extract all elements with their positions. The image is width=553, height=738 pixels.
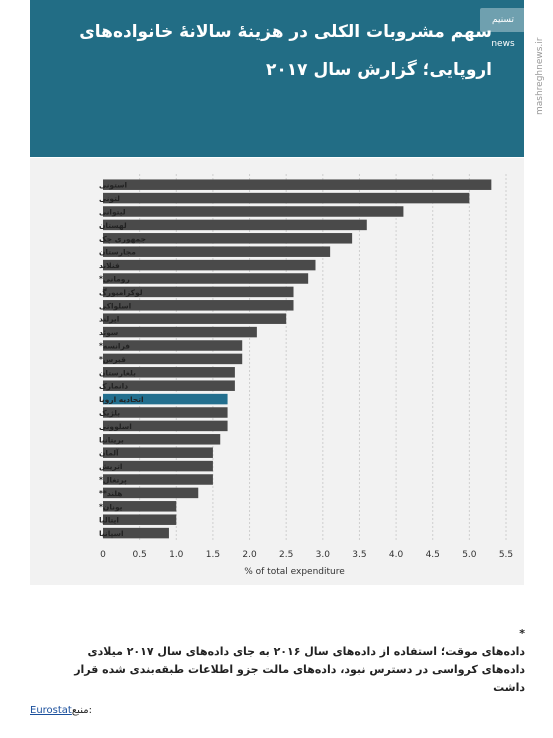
bar: [103, 259, 316, 271]
bar: [103, 219, 367, 231]
category-label: لیتوانی: [99, 208, 126, 217]
bar: [103, 487, 199, 499]
category-label: هلند**: [99, 489, 123, 498]
x-tick-label: 2.0: [242, 550, 257, 560]
x-tick-label: 1.0: [169, 550, 184, 560]
bar: [103, 340, 243, 351]
bar: [103, 434, 221, 445]
bar: [103, 192, 470, 204]
bar: [103, 313, 287, 324]
x-tick-label: 1.5: [206, 550, 220, 560]
bar: [103, 353, 243, 365]
tasnim-watermark-logo: تسنیم news: [480, 8, 526, 49]
bar: [103, 206, 404, 217]
category-label: لهستان: [99, 221, 127, 230]
source-credit: Eurostatمنبع:: [30, 705, 92, 716]
category-label: استونی: [99, 181, 127, 190]
side-watermark-text: mashreghnews.ir: [535, 37, 545, 115]
category-label: آلمان: [99, 448, 119, 458]
category-label: اتحادیه اروپا: [99, 395, 144, 404]
bar: [103, 501, 177, 512]
category-label: ایتالیا: [99, 516, 119, 525]
category-label: قبرس*: [99, 355, 126, 364]
category-label: اسپانیا: [99, 529, 124, 538]
category-label: اسلواکی: [99, 301, 131, 310]
category-label: پرتغال*: [99, 476, 127, 485]
category-label: اسلوونی: [99, 422, 132, 431]
category-label: رومانی*: [99, 275, 130, 284]
category-label: لتونی: [99, 194, 120, 203]
title-banner: سهم مشروبات الکلی در هزینهٔ سالانهٔ خانو…: [30, 0, 524, 157]
category-label: فنلاند: [99, 261, 120, 270]
bar: [103, 380, 235, 391]
category-label: بلژیک: [99, 409, 120, 418]
x-tick-label: 3.5: [352, 550, 366, 560]
bar: [103, 326, 257, 338]
category-label: بلغارستان: [99, 368, 136, 377]
category-label: مجارستان: [99, 248, 136, 257]
source-label: منبع:: [71, 705, 92, 716]
bar: [103, 286, 294, 298]
category-label: لوکزامبورگ: [99, 287, 143, 297]
bar: [103, 367, 235, 378]
x-tick-label: 2.5: [279, 550, 293, 560]
category-label: دانمارک: [99, 382, 128, 391]
bar: [103, 407, 228, 418]
category-label: فرانسه*: [99, 342, 130, 351]
chart-title-line-2: اروپایی؛ گزارش سال ۲۰۱۷: [266, 60, 492, 80]
bar: [103, 460, 213, 472]
category-label: ایرلند: [99, 315, 119, 324]
bar: [103, 514, 177, 525]
footnote-line-2: داده‌های کرواسی در دسترس نبود، داده‌های …: [74, 663, 525, 694]
bar: [103, 273, 309, 284]
bar: [103, 179, 492, 190]
bar-chart: 0 0.5 1.0 1.5 2.0 2.5 3.0 3.5 4.0 4.5 5.0 5.5 استونی…: [99, 174, 513, 577]
bar: [103, 233, 353, 244]
footnote-star: *: [519, 627, 525, 640]
chart-title-line-1: سهم مشروبات الکلی در هزینهٔ سالانهٔ خانو…: [79, 22, 492, 42]
x-tick-label: 4.5: [426, 550, 440, 560]
bar: [103, 393, 228, 405]
category-label: بریتانیا: [99, 435, 124, 444]
bar: [103, 447, 213, 458]
category-label: سوئد: [99, 328, 118, 337]
category-label: اتریش: [99, 462, 122, 471]
bar: [103, 474, 213, 485]
bar: [103, 300, 294, 311]
x-tick-label: 5.5: [499, 550, 513, 560]
bar: [103, 527, 169, 539]
x-tick-label: 4.0: [389, 550, 404, 560]
chart-panel: 0 0.5 1.0 1.5 2.0 2.5 3.0 3.5 4.0 4.5 5.0 5.5 استونی…: [30, 158, 524, 585]
x-tick-label: 5.0: [462, 550, 477, 560]
category-label: یونان*: [99, 502, 123, 511]
bar: [103, 420, 228, 432]
category-label: جمهوری چک: [99, 234, 146, 243]
source-link[interactable]: Eurostat: [30, 705, 72, 716]
x-tick-label: 0.5: [132, 550, 146, 560]
x-axis-label: % of total expenditure: [244, 567, 345, 577]
bar: [103, 246, 331, 257]
x-tick-label: 0: [100, 550, 106, 560]
side-watermark: mashreghnews.ir: [535, 15, 549, 125]
footnotes: * داده‌های موقت؛ استفاده از داده‌های سال…: [55, 625, 525, 697]
x-tick-label: 3.0: [316, 550, 331, 560]
footnote-line-1: داده‌های موقت؛ استفاده از داده‌های سال ۲…: [87, 645, 526, 658]
